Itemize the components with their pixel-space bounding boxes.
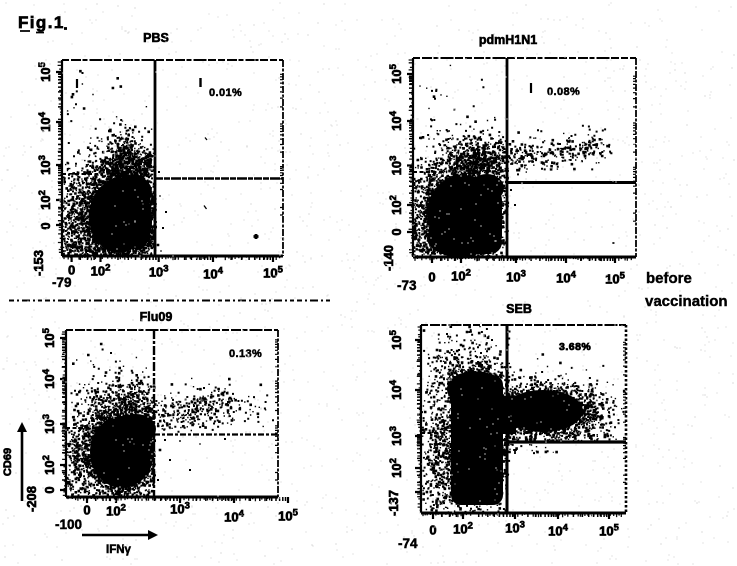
- svg-text:0.08%: 0.08%: [547, 86, 580, 98]
- svg-text:-79: -79: [52, 275, 72, 290]
- svg-text:3.68%: 3.68%: [559, 341, 591, 353]
- svg-text:SEB: SEB: [506, 302, 532, 316]
- svg-text:vaccination: vaccination: [645, 293, 728, 310]
- svg-text:103: 103: [388, 426, 404, 446]
- svg-text:0: 0: [42, 486, 57, 493]
- svg-text:-137: -137: [386, 490, 401, 516]
- svg-text:0: 0: [68, 263, 75, 278]
- svg-text:Fig.1: Fig.1: [18, 13, 65, 32]
- svg-text:pdmH1N1: pdmH1N1: [479, 33, 537, 47]
- svg-text:-140: -140: [381, 245, 396, 271]
- svg-text:PBS: PBS: [143, 31, 169, 45]
- svg-text:-100: -100: [55, 517, 82, 532]
- svg-text:0: 0: [38, 222, 53, 229]
- svg-text:0: 0: [83, 503, 90, 518]
- svg-text:-208: -208: [24, 486, 39, 512]
- svg-text:CD69: CD69: [2, 448, 14, 476]
- svg-text:0: 0: [429, 523, 436, 538]
- svg-text:0.01%: 0.01%: [209, 87, 242, 99]
- svg-text:Flu09: Flu09: [140, 310, 173, 324]
- svg-text:before: before: [646, 270, 692, 287]
- svg-text:-73: -73: [397, 278, 417, 293]
- svg-text:-153: -153: [31, 250, 46, 276]
- svg-text:-74: -74: [398, 536, 418, 551]
- svg-text:IFNγ: IFNγ: [106, 544, 132, 556]
- svg-text:0: 0: [389, 228, 404, 235]
- svg-text:0: 0: [428, 270, 435, 285]
- svg-text:0.13%: 0.13%: [229, 348, 262, 360]
